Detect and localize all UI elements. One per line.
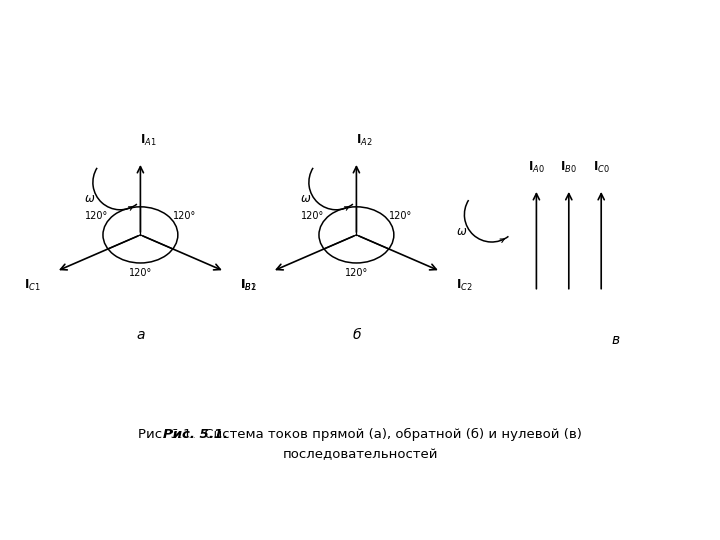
- Text: 120°: 120°: [345, 268, 368, 278]
- Text: 120°: 120°: [173, 211, 196, 221]
- Text: б: б: [352, 328, 361, 342]
- Text: $\mathbf{I}_{B1}$: $\mathbf{I}_{B1}$: [240, 278, 257, 293]
- Text: 120°: 120°: [301, 211, 324, 221]
- Text: Рис. 5.1.  Система токов прямой (а), обратной (б) и нулевой (в): Рис. 5.1. Система токов прямой (а), обра…: [138, 428, 582, 441]
- Text: $\mathbf{I}_{B2}$: $\mathbf{I}_{B2}$: [240, 278, 256, 293]
- Text: последовательностей: последовательностей: [282, 448, 438, 461]
- Text: $\omega$: $\omega$: [300, 192, 312, 205]
- Text: $\mathbf{I}_{C0}$: $\mathbf{I}_{C0}$: [593, 160, 610, 176]
- Text: $\omega$: $\omega$: [456, 225, 467, 238]
- Text: а: а: [136, 328, 145, 342]
- Text: $\mathbf{I}_{C1}$: $\mathbf{I}_{C1}$: [24, 278, 40, 293]
- Text: 120°: 120°: [389, 211, 412, 221]
- Text: 120°: 120°: [85, 211, 108, 221]
- Text: Рис. 5.1.: Рис. 5.1.: [167, 428, 225, 441]
- Text: $\omega$: $\omega$: [84, 192, 96, 205]
- Text: Рис. 5.1.: Рис. 5.1.: [163, 428, 228, 441]
- Text: $\mathbf{I}_{B0}$: $\mathbf{I}_{B0}$: [560, 160, 577, 176]
- Text: $\mathbf{I}_{A1}$: $\mathbf{I}_{A1}$: [140, 133, 157, 148]
- Text: $\mathbf{I}_{A2}$: $\mathbf{I}_{A2}$: [356, 133, 373, 148]
- Text: 120°: 120°: [129, 268, 152, 278]
- Text: $\mathbf{I}_{C2}$: $\mathbf{I}_{C2}$: [456, 278, 473, 293]
- Text: в: в: [611, 333, 620, 347]
- Text: $\mathbf{I}_{A0}$: $\mathbf{I}_{A0}$: [528, 160, 545, 176]
